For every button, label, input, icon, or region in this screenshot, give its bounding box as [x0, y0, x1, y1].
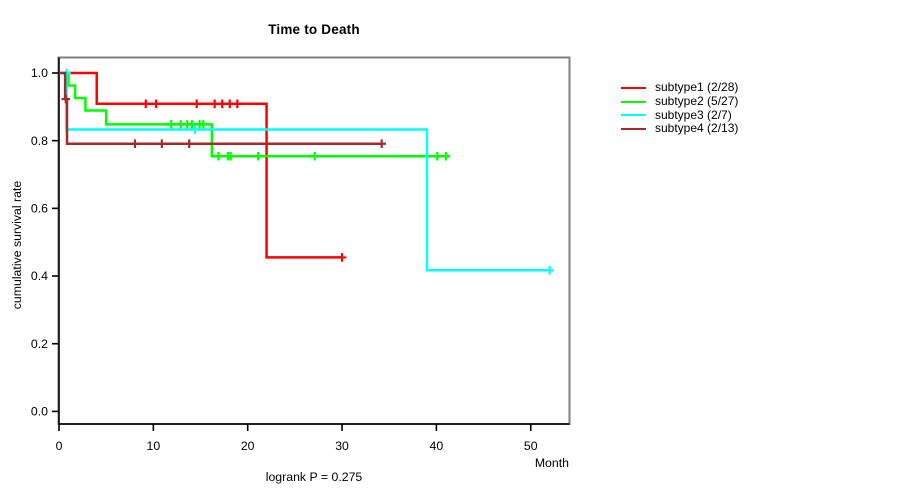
censor-mark-subtype3	[190, 125, 200, 134]
censor-mark-subtype2	[226, 151, 236, 161]
logrank-annotation: logrank P = 0.275	[265, 470, 363, 484]
legend-item-subtype1: subtype1 (2/28)	[621, 80, 739, 95]
x-axis-tick-label: 50	[524, 439, 538, 453]
legend-item-subtype2: subtype2 (5/27)	[621, 93, 739, 109]
censor-mark-subtype4	[184, 139, 194, 149]
plot-box	[57, 56, 571, 425]
legend-label-subtype1: subtype1 (2/28)	[655, 80, 739, 94]
censor-mark-subtype2	[433, 151, 442, 161]
legend-item-subtype3: subtype3 (2/7)	[621, 107, 738, 123]
legend-swatch-subtype3	[621, 114, 646, 117]
legend: subtype1 (2/28) subtype2 (5/27) subtype3 (…	[621, 80, 739, 136]
censor-mark-subtype1	[217, 99, 227, 109]
censor-mark-subtype1	[151, 99, 161, 109]
censor-mark-subtype1	[233, 99, 242, 109]
legend-swatch-subtype2	[621, 100, 646, 103]
censor-mark-subtype1	[141, 99, 151, 109]
x-axis-title: Month	[534, 456, 569, 470]
x-axis-tick-label: 30	[335, 439, 349, 453]
censor-mark-subtype2	[214, 151, 223, 161]
censor-mark-subtype1	[192, 99, 202, 109]
legend-label-subtype4: subtype4 (2/13)	[655, 121, 739, 136]
censor-mark-subtype1	[210, 99, 219, 109]
x-axis-tick-label: 40	[430, 439, 444, 453]
censor-mark-subtype1	[337, 253, 347, 262]
legend-item-subtype4: subtype4 (2/13)	[621, 122, 738, 136]
censor-mark-subtype2	[253, 151, 263, 161]
chart-title: Time to Death	[268, 22, 360, 37]
censor-mark-subtype4	[130, 139, 140, 149]
y-axis-tick-label: 0.2	[31, 337, 48, 351]
censor-mark-subtype2	[187, 120, 197, 129]
censor-mark-subtype2	[310, 151, 319, 161]
x-axis-tick-label: 10	[147, 439, 161, 453]
censor-mark-subtype2	[199, 120, 208, 129]
censor-mark-subtype3	[545, 265, 554, 275]
survival-curve-subtype4	[59, 71, 382, 145]
legend-swatch-subtype4	[621, 128, 646, 131]
survival-curve-subtype1	[59, 71, 343, 259]
y-axis-tick-label: 0.6	[31, 202, 48, 216]
y-axis-tick-label: 0.0	[31, 405, 48, 419]
y-axis-tick-label: 0.8	[31, 134, 48, 148]
censor-mark-subtype4	[61, 94, 71, 104]
censor-mark-subtype4	[157, 139, 167, 149]
censor-mark-subtype4	[377, 139, 386, 149]
x-axis-tick-label: 0	[56, 439, 63, 453]
y-axis-tick-label: 1.0	[31, 66, 48, 80]
censor-mark-subtype2	[441, 151, 451, 161]
legend-swatch-subtype1	[621, 86, 646, 89]
legend-label-subtype3: subtype3 (2/7)	[655, 107, 732, 122]
legend-label-subtype2: subtype2 (5/27)	[655, 93, 739, 108]
censor-mark-subtype2	[166, 120, 176, 129]
x-axis-tick-label: 20	[241, 439, 255, 453]
censor-mark-subtype1	[225, 99, 235, 109]
y-axis-tick-label: 0.4	[31, 269, 48, 283]
